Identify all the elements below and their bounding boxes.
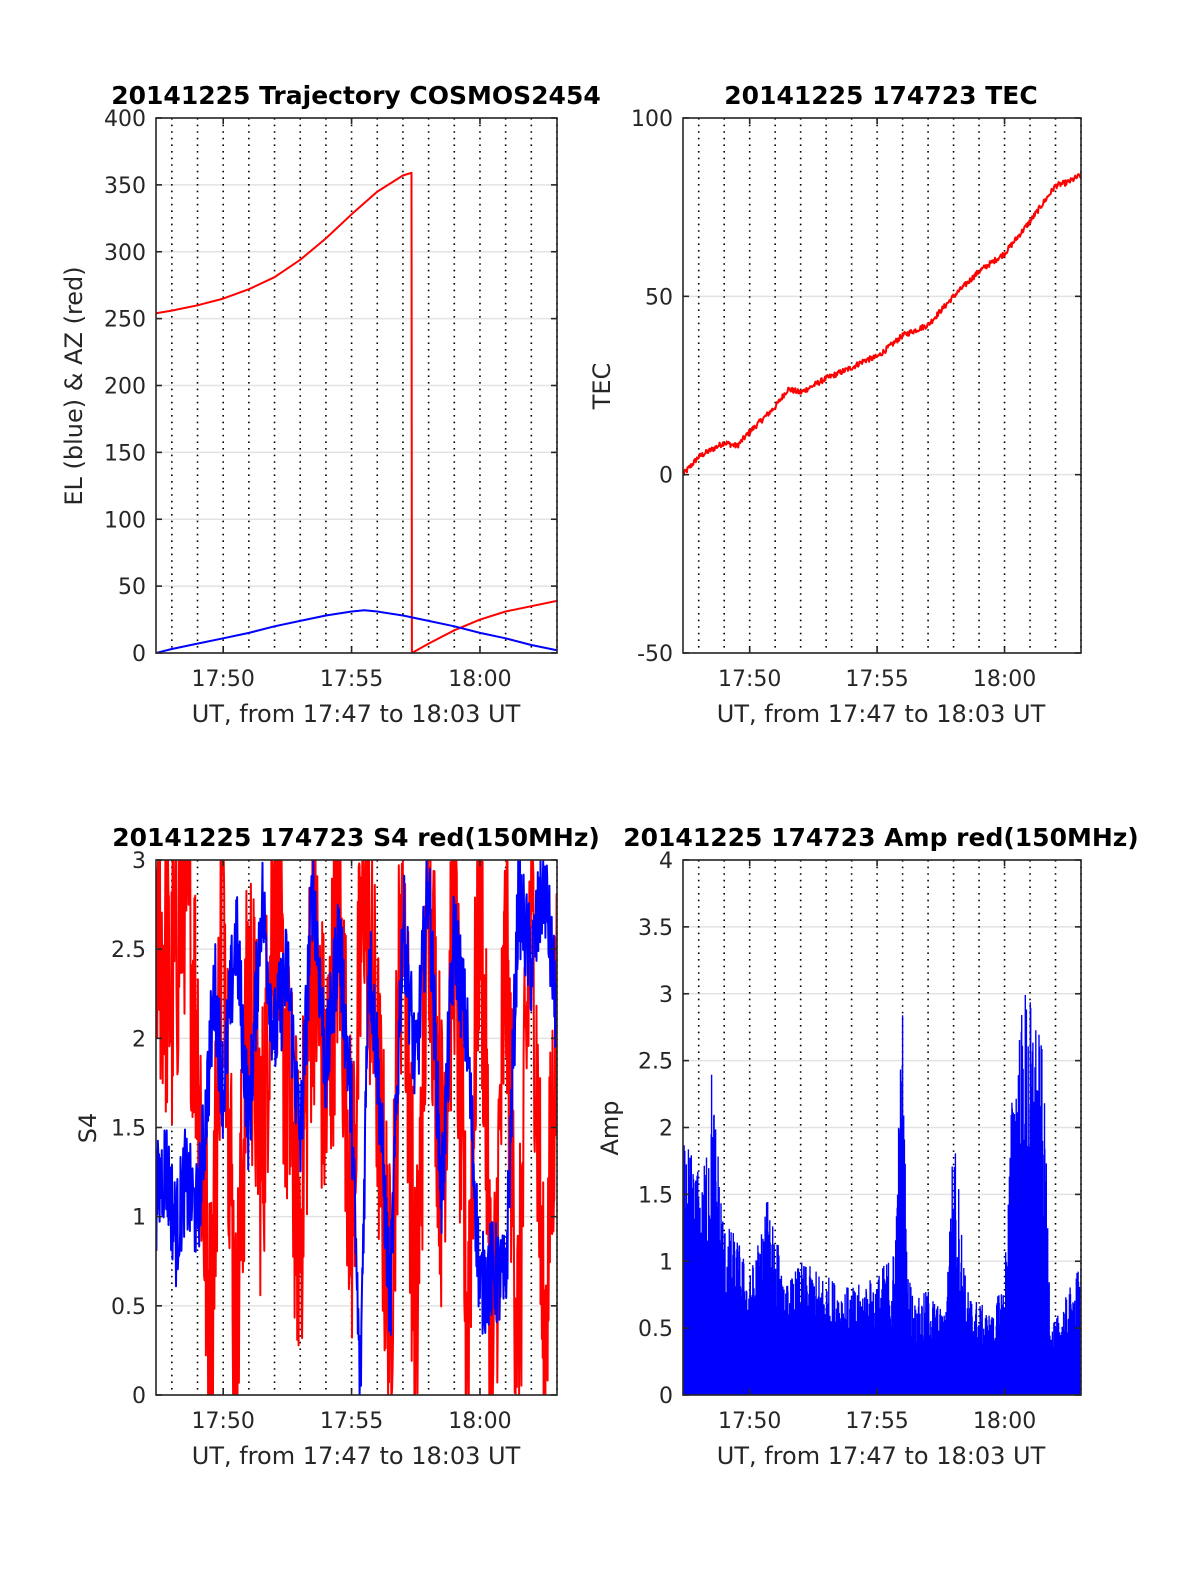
s4-y-label: S4	[74, 1113, 102, 1144]
amp-x-tick-label: 17:50	[718, 1409, 781, 1434]
trajectory-x-label: UT, from 17:47 to 18:03 UT	[192, 700, 521, 728]
amp-y-tick-label: 0.5	[638, 1317, 673, 1342]
amp-y-label: Amp	[596, 1100, 624, 1155]
trajectory-y-tick-label: 400	[104, 107, 146, 132]
amp-y-tick-label: 3	[659, 983, 673, 1008]
tec-panel: 20141225 174723 TEC UT, from 17:47 to 18…	[588, 81, 1082, 728]
tec-y-tick-label: 100	[631, 107, 673, 132]
trajectory-title: 20141225 Trajectory COSMOS2454	[111, 81, 601, 110]
s4-y-tick-label: 2	[132, 1027, 146, 1052]
s4-y-tick-label: 3	[132, 849, 146, 874]
s4-title: 20141225 174723 S4 red(150MHz)	[112, 823, 600, 852]
amp-title: 20141225 174723 Amp red(150MHz)	[623, 823, 1139, 852]
tec-y-tick-label: 50	[645, 285, 673, 310]
s4-y-tick-label: 0.5	[111, 1295, 146, 1320]
trajectory-y-tick-label: 250	[104, 308, 146, 333]
amp-x-tick-label: 17:55	[845, 1409, 908, 1434]
trajectory-panel: 20141225 Trajectory COSMOS2454 UT, from …	[60, 81, 601, 728]
s4-series-line	[156, 860, 557, 1395]
tec-x-tick-label: 17:50	[718, 667, 781, 692]
tec-title: 20141225 174723 TEC	[724, 81, 1037, 110]
trajectory-y-tick-label: 350	[104, 174, 146, 199]
trajectory-y-tick-label: 0	[132, 642, 146, 667]
trajectory-x-tick-label: 17:50	[191, 667, 254, 692]
amp-y-tick-label: 4	[659, 849, 673, 874]
trajectory-y-label: EL (blue) & AZ (red)	[60, 266, 88, 505]
s4-y-tick-label: 2.5	[111, 938, 146, 963]
amp-y-tick-label: 2.5	[638, 1050, 673, 1075]
amp-y-tick-label: 2	[659, 1117, 673, 1142]
s4-y-tick-label: 1	[132, 1206, 146, 1231]
s4-x-tick-label: 17:55	[320, 1409, 383, 1434]
s4-x-tick-label: 18:00	[448, 1409, 511, 1434]
trajectory-y-tick-label: 50	[118, 575, 146, 600]
amp-x-tick-label: 18:00	[973, 1409, 1036, 1434]
s4-series-line	[156, 860, 557, 1395]
amp-y-tick-label: 0	[659, 1384, 673, 1409]
s4-y-tick-label: 0	[132, 1384, 146, 1409]
amp-y-tick-label: 1	[659, 1250, 673, 1275]
trajectory-x-tick-label: 18:00	[448, 667, 511, 692]
trajectory-series-line	[156, 171, 557, 653]
trajectory-series-line	[156, 609, 557, 653]
tec-x-label: UT, from 17:47 to 18:03 UT	[717, 700, 1046, 728]
tec-x-tick-label: 18:00	[973, 667, 1036, 692]
trajectory-y-tick-label: 200	[104, 375, 146, 400]
tec-y-tick-label: -50	[637, 642, 673, 667]
tec-axes-box	[682, 117, 1082, 654]
tec-y-tick-label: 0	[659, 464, 673, 489]
amp-y-tick-label: 1.5	[638, 1183, 673, 1208]
trajectory-y-tick-label: 300	[104, 241, 146, 266]
tec-y-label: TEC	[588, 363, 616, 411]
trajectory-x-tick-label: 17:55	[320, 667, 383, 692]
trajectory-y-tick-label: 150	[104, 441, 146, 466]
s4-panel: 20141225 174723 S4 red(150MHz) UT, from …	[74, 823, 600, 1470]
amp-series-line	[683, 995, 1081, 1395]
s4-x-tick-label: 17:50	[191, 1409, 254, 1434]
tec-x-tick-label: 17:55	[845, 667, 908, 692]
trajectory-y-tick-label: 100	[104, 508, 146, 533]
amp-panel: 20141225 174723 Amp red(150MHz) UT, from…	[596, 823, 1139, 1470]
s4-y-tick-label: 1.5	[111, 1117, 146, 1142]
amp-x-label: UT, from 17:47 to 18:03 UT	[717, 1442, 1046, 1470]
s4-x-label: UT, from 17:47 to 18:03 UT	[192, 1442, 521, 1470]
amp-y-tick-label: 3.5	[638, 916, 673, 941]
tec-series-line	[683, 172, 1081, 477]
